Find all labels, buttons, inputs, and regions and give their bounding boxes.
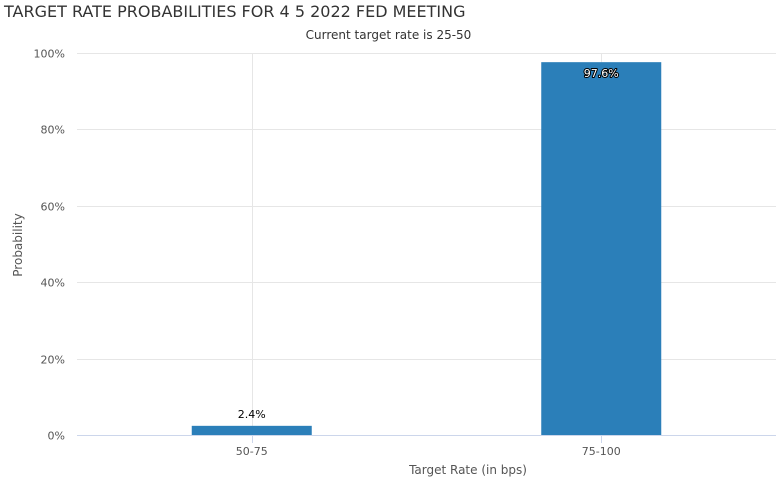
y-tick-label: 40% bbox=[41, 277, 65, 290]
chart-subtitle: Current target rate is 25-50 bbox=[305, 28, 472, 42]
y-tick-label: 20% bbox=[41, 354, 65, 367]
bar bbox=[541, 62, 662, 435]
bar-series: 2.4% 97.6% bbox=[191, 62, 662, 435]
axes: 0% 20% 40% 60% 80% 100% 50-75 75-100 bbox=[34, 48, 776, 458]
y-tick-label: 80% bbox=[41, 124, 65, 137]
y-tick-label: 100% bbox=[34, 48, 65, 61]
data-label: 97.6% bbox=[584, 67, 619, 80]
bar bbox=[191, 425, 312, 435]
gridlines bbox=[77, 53, 776, 435]
x-tick-label: 75-100 bbox=[582, 445, 621, 458]
y-axis-title: Probability bbox=[11, 213, 25, 276]
data-label: 2.4% bbox=[238, 408, 266, 421]
y-tick-label: 0% bbox=[48, 430, 65, 443]
x-axis-title: Target Rate (in bps) bbox=[408, 463, 527, 477]
x-tick-label: 50-75 bbox=[236, 445, 268, 458]
chart-title: TARGET RATE PROBABILITIES FOR 4 5 2022 F… bbox=[4, 2, 466, 21]
y-tick-label: 60% bbox=[41, 201, 65, 214]
